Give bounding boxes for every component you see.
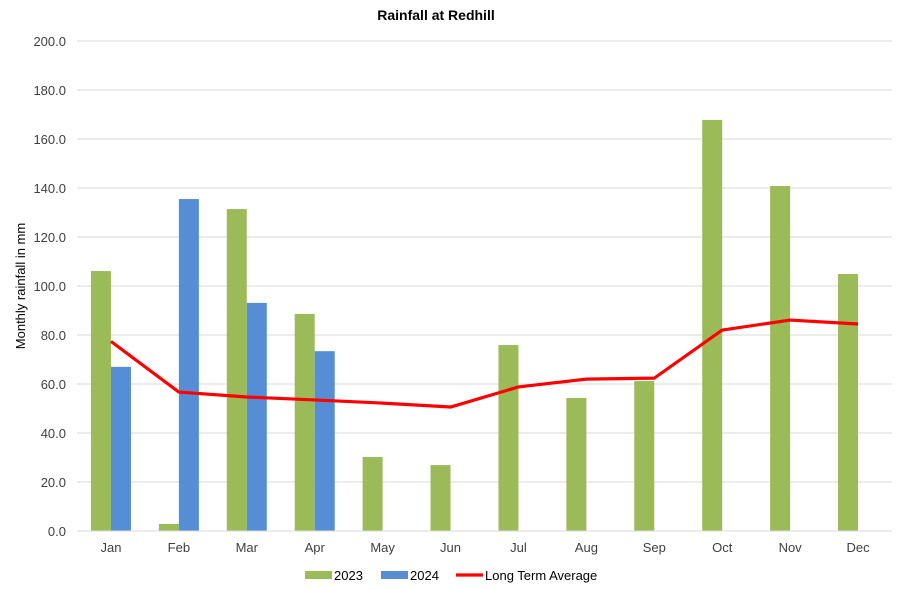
gridlines bbox=[77, 40, 892, 483]
bar-2024-mar bbox=[246, 302, 267, 531]
y-axis-label: Monthly rainfall in mm bbox=[13, 223, 28, 349]
chart-title: Rainfall at Redhill bbox=[377, 7, 494, 23]
bar-2023-jun bbox=[430, 465, 451, 531]
legend-item-long-term-average: Long Term Average bbox=[456, 568, 597, 583]
x-tick-label: Jul bbox=[510, 540, 527, 555]
bar-series bbox=[90, 119, 859, 532]
y-tick-label: 200.0 bbox=[33, 34, 66, 49]
bar-2023-may bbox=[362, 457, 383, 531]
legend-label: Long Term Average bbox=[485, 568, 597, 583]
bar-2023-oct bbox=[702, 119, 723, 531]
bar-2024-apr bbox=[314, 351, 335, 531]
y-tick-label: 60.0 bbox=[41, 377, 66, 392]
legend-label: 2024 bbox=[410, 568, 439, 583]
bar-2024-feb bbox=[178, 199, 199, 531]
line-long-term-average bbox=[110, 318, 859, 409]
x-tick-label: Jun bbox=[440, 540, 461, 555]
y-tick-label: 100.0 bbox=[33, 279, 66, 294]
x-axis-ticks: Jan Feb Mar Apr May Jun Jul Aug Sep Oct Nov Dec bbox=[100, 540, 870, 555]
y-tick-label: 180.0 bbox=[33, 83, 66, 98]
x-tick-label: Dec bbox=[846, 540, 870, 555]
x-tick-label: Feb bbox=[168, 540, 190, 555]
bar-2023-aug bbox=[566, 397, 587, 531]
y-tick-label: 160.0 bbox=[33, 132, 66, 147]
x-tick-label: Jan bbox=[100, 540, 121, 555]
legend-label: 2023 bbox=[334, 568, 363, 583]
bar-2023-jul bbox=[498, 345, 519, 531]
bar-2023-jan bbox=[90, 271, 111, 531]
y-tick-label: 120.0 bbox=[33, 230, 66, 245]
legend-item-2024: 2024 bbox=[381, 568, 439, 583]
y-tick-label: 20.0 bbox=[41, 475, 66, 490]
x-tick-label: May bbox=[370, 540, 395, 555]
x-tick-label: Sep bbox=[643, 540, 666, 555]
x-tick-label: Aug bbox=[575, 540, 598, 555]
y-tick-label: 80.0 bbox=[41, 328, 66, 343]
y-tick-label: 40.0 bbox=[41, 426, 66, 441]
line-series bbox=[110, 318, 859, 409]
x-tick-label: Mar bbox=[236, 540, 259, 555]
legend: 2023 2024 Long Term Average bbox=[305, 568, 597, 583]
y-tick-label: 140.0 bbox=[33, 181, 66, 196]
x-tick-label: Nov bbox=[779, 540, 803, 555]
y-axis-ticks: 0.0 20.0 40.0 60.0 80.0 100.0 120.0 140.0 160.0 1… bbox=[33, 34, 66, 539]
bar-2024-jan bbox=[110, 366, 131, 531]
x-tick-label: Oct bbox=[712, 540, 733, 555]
legend-swatch bbox=[305, 571, 332, 579]
bar-2023-apr bbox=[294, 313, 315, 531]
bar-2023-dec bbox=[838, 273, 859, 531]
y-tick-label: 0.0 bbox=[48, 524, 66, 539]
bar-2023-sep bbox=[634, 381, 655, 531]
x-tick-label: Apr bbox=[305, 540, 326, 555]
bar-2023-feb bbox=[158, 523, 179, 531]
legend-item-2023: 2023 bbox=[305, 568, 363, 583]
legend-swatch bbox=[381, 571, 408, 579]
bar-2023-mar bbox=[226, 209, 247, 531]
bar-2023-nov bbox=[770, 186, 791, 532]
